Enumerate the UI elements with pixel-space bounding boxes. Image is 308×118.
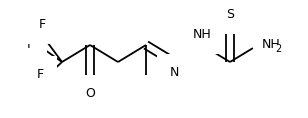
Text: NH: NH [262, 38, 281, 51]
Text: 2: 2 [275, 44, 281, 54]
Text: NH: NH [192, 28, 211, 41]
Text: O: O [85, 87, 95, 100]
Text: F: F [37, 69, 44, 82]
Text: N: N [169, 66, 179, 79]
Text: S: S [226, 8, 234, 21]
Text: F: F [27, 38, 34, 51]
Text: F: F [38, 18, 46, 31]
